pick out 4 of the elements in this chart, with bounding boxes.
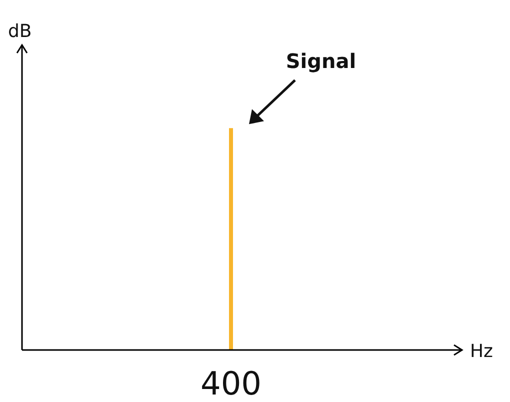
x-tick-label: 400 (200, 364, 262, 402)
x-axis-title: Hz (470, 341, 493, 362)
y-axis-title: dB (8, 21, 32, 42)
text: Signal (286, 49, 356, 74)
